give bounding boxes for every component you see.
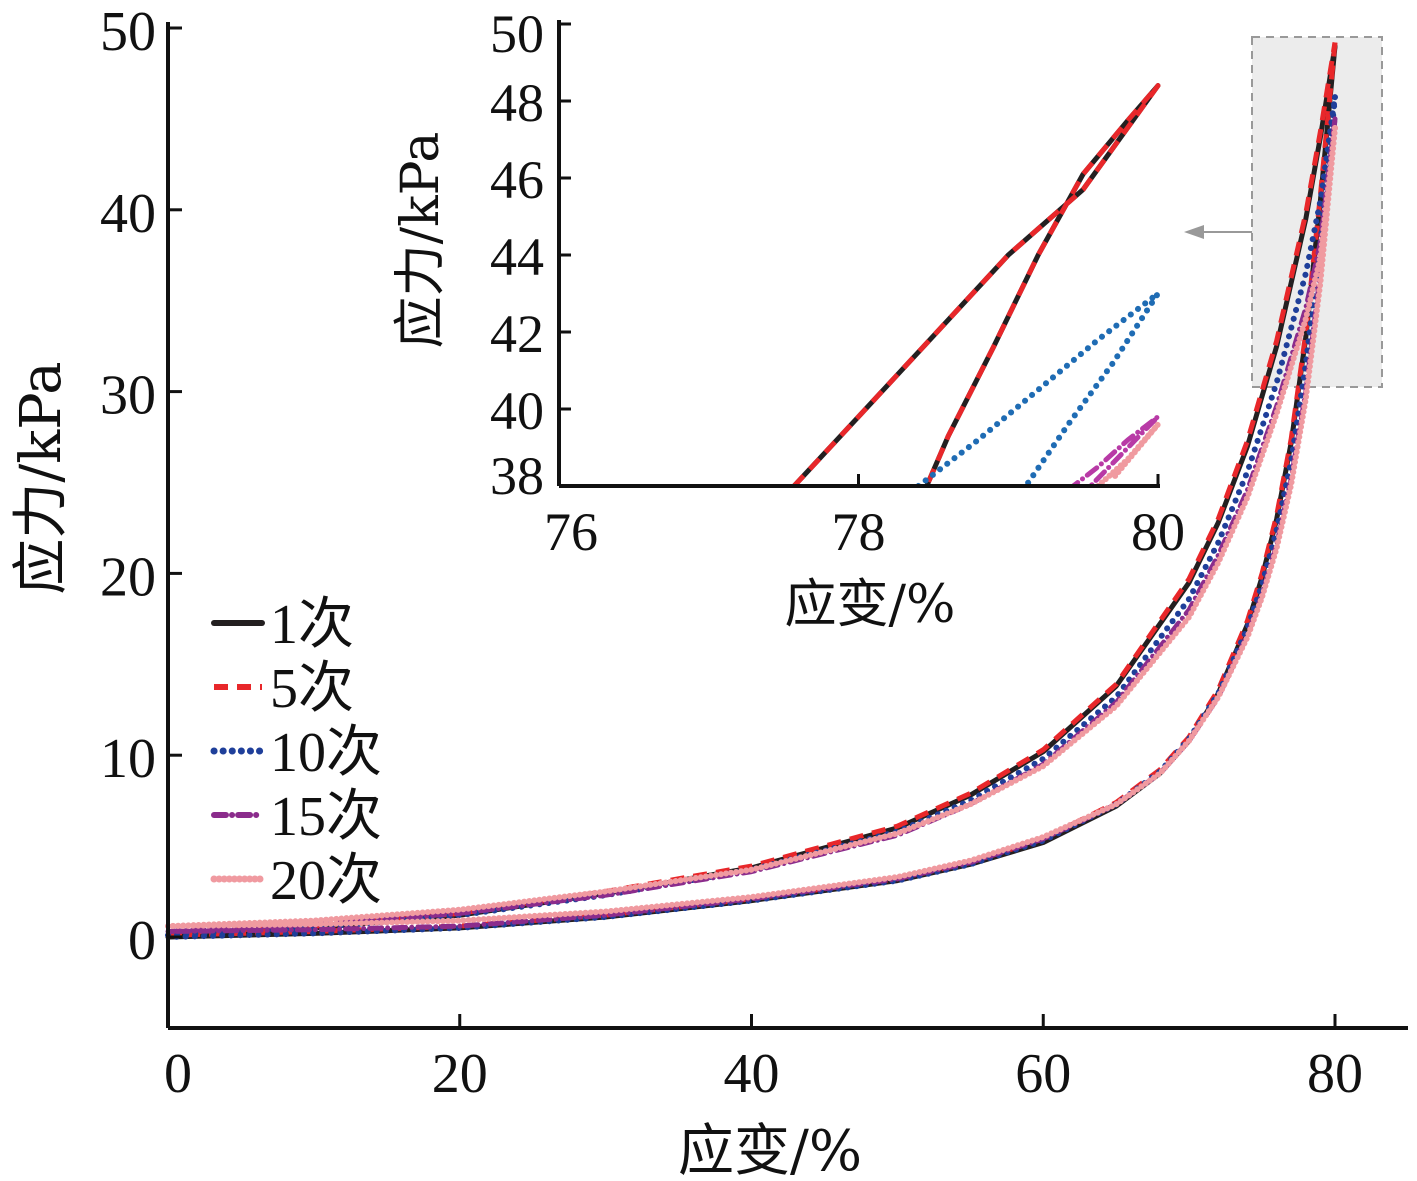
inset-y-tick-label: 50	[490, 4, 544, 64]
inset-y-tick-label: 48	[490, 73, 544, 133]
inset-x-tick-label: 76	[544, 502, 598, 562]
main-x-tick-label: 80	[1307, 1043, 1363, 1105]
main-y-tick-label: 20	[100, 546, 156, 608]
main-x-tick-label: 60	[1015, 1043, 1071, 1105]
inset-series-line-4	[1069, 414, 1161, 486]
legend-label: 1次	[270, 594, 354, 656]
main-y-tick-label: 30	[100, 365, 156, 427]
main-x-axis-title: 应变/%	[678, 1119, 862, 1181]
legend-label: 15次	[270, 786, 382, 848]
zoom-arrow	[1184, 225, 1252, 239]
main-y-tick-label: 40	[100, 183, 156, 245]
inset-x-tick-label: 80	[1131, 502, 1185, 562]
main-x-tick-label: 20	[432, 1043, 488, 1105]
inset-y-tick-label: 38	[490, 446, 544, 506]
main-y-axis-title: 应力/kPa	[9, 361, 74, 594]
inset-series-group	[791, 83, 1161, 486]
main-x-tick-label: 0	[164, 1043, 192, 1105]
main-y-tick-label: 10	[100, 728, 156, 790]
inset-background	[559, 18, 1161, 486]
inset-x-tick-label: 78	[832, 502, 886, 562]
inset-y-axis-title: 应力/kPa	[391, 132, 451, 349]
inset-series-line-5	[1095, 421, 1161, 486]
main-y-tick-label: 0	[128, 910, 156, 972]
inset-y-tick-label: 44	[490, 227, 544, 287]
inset-y-tick-label: 40	[490, 381, 544, 441]
main-y-tick-label: 50	[100, 1, 156, 63]
series-line-loading-5	[165, 125, 1338, 930]
series-line-loading-2	[167, 42, 1338, 936]
inset-y-tick-label: 46	[490, 150, 544, 210]
inset-y-tick-label: 42	[490, 304, 544, 364]
legend-label: 10次	[270, 722, 382, 784]
inset-plot-area	[791, 83, 1161, 486]
inset-series-line-2	[792, 83, 1161, 486]
inset-series-line-3	[915, 290, 1161, 486]
legend-label: 20次	[270, 850, 382, 912]
main-plot-area	[165, 42, 1338, 940]
main-x-tick-label: 40	[724, 1043, 780, 1105]
main-axes: 0 20 40 60 80 0 10 20 30 40 50	[100, 1, 1408, 1105]
series-line-unloading-5	[165, 125, 1338, 930]
series-20次	[165, 125, 1338, 930]
inset-x-axis-title: 应变/%	[785, 575, 956, 635]
legend-label: 5次	[270, 658, 354, 720]
